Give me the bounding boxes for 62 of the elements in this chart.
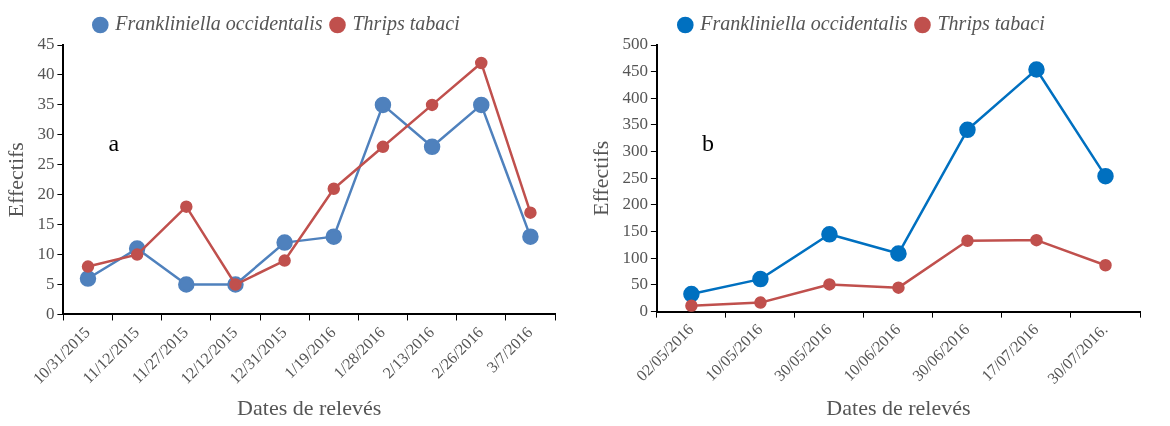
- point: [683, 285, 700, 303]
- y-tick-label: 0: [639, 301, 648, 321]
- y-tick-label: 15: [37, 214, 55, 234]
- y-tick-label: 35: [37, 94, 55, 114]
- point: [1030, 233, 1043, 247]
- point: [1097, 167, 1114, 185]
- point: [374, 96, 392, 114]
- y-tick-label: 0: [45, 303, 55, 323]
- point: [178, 276, 195, 293]
- y-tick-label: 450: [622, 61, 648, 81]
- y-axis-title: Effectifs: [587, 140, 613, 216]
- point: [327, 182, 341, 195]
- point: [278, 254, 291, 267]
- point: [130, 248, 144, 261]
- point: [473, 96, 490, 114]
- point: [522, 228, 539, 245]
- annotation: a: [108, 130, 120, 157]
- y-axis-title: Effectifs: [2, 142, 28, 218]
- point: [81, 260, 95, 273]
- y-tick-label: 150: [622, 221, 648, 241]
- point: [821, 226, 838, 243]
- point: [892, 281, 905, 294]
- y-tick-label: 30: [37, 124, 55, 144]
- x-axis-title: Dates de relevés: [826, 394, 971, 420]
- point: [79, 270, 97, 287]
- y-tick-label: 25: [37, 154, 55, 174]
- legend-label: Thrips tabaci: [937, 12, 1045, 36]
- point: [890, 245, 907, 262]
- point: [276, 234, 293, 251]
- y-tick-label: 40: [37, 64, 55, 84]
- y-tick-label: 200: [622, 194, 648, 214]
- y-tick-label: 300: [622, 141, 648, 161]
- point: [376, 140, 390, 154]
- y-tick-label: 500: [622, 34, 648, 54]
- point: [325, 228, 343, 245]
- point: [685, 299, 698, 312]
- point: [823, 278, 836, 291]
- y-tick-label: 250: [622, 167, 648, 187]
- annotation: b: [701, 130, 714, 157]
- y-tick-label: 10: [37, 244, 55, 264]
- point: [752, 270, 769, 288]
- point: [1028, 61, 1045, 78]
- point: [959, 121, 976, 139]
- y-tick-label: 45: [37, 34, 55, 54]
- y-tick-label: 400: [622, 87, 648, 107]
- legend-label: Frankliniella occidentalis: [699, 12, 908, 35]
- point: [524, 206, 537, 219]
- y-tick-label: 20: [37, 184, 55, 204]
- point: [423, 138, 441, 156]
- y-tick-label: 50: [630, 274, 648, 294]
- x-axis-title: Dates de relevés: [237, 394, 382, 420]
- y-tick-label: 100: [622, 247, 648, 267]
- y-tick-label: 350: [622, 114, 648, 134]
- point: [425, 98, 439, 112]
- legend-label: Frankliniella occidentalis: [114, 12, 323, 35]
- legend-label: Thrips tabaci: [352, 12, 460, 36]
- point: [180, 200, 193, 213]
- point: [961, 234, 974, 247]
- point: [754, 296, 767, 309]
- y-tick-label: 5: [45, 274, 55, 294]
- point: [1099, 259, 1112, 272]
- point: [475, 56, 488, 70]
